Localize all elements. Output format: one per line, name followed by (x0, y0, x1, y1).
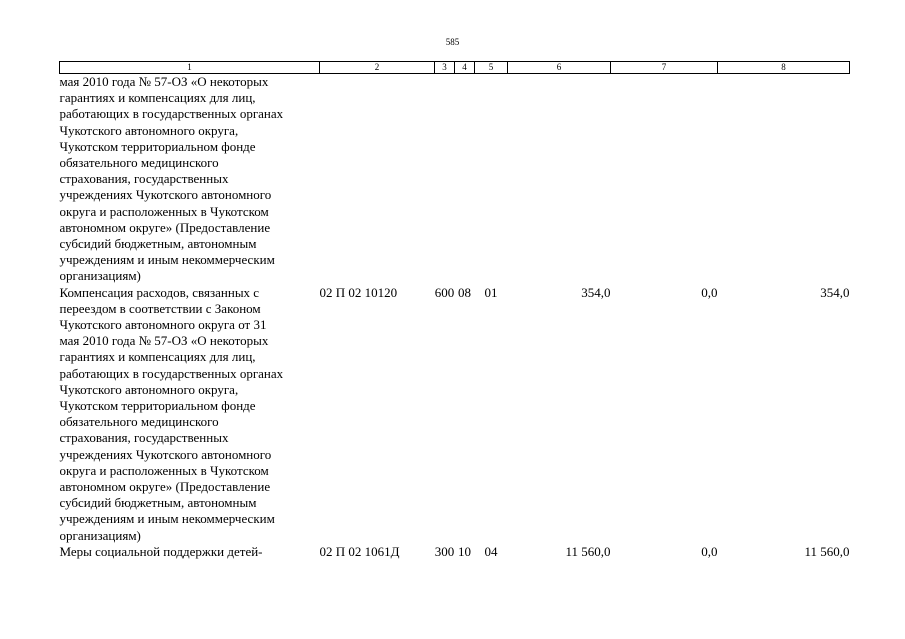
description-line: учреждениях Чукотского автономного (59, 446, 272, 462)
description-line: гарантиях и компенсациях для лиц, (59, 349, 256, 365)
table-row: Меры социальной поддержки детей- 02 П 02 … (60, 544, 850, 560)
amount-col-7: 0,0 (701, 284, 718, 300)
description-line: страхования, государственных (59, 171, 229, 187)
amount-col-6: 11 560,0 (565, 543, 611, 559)
description-line: гарантиях и компенсациях для лиц, (59, 90, 256, 106)
subsection-code (475, 74, 508, 285)
classification-code: 02 П 02 1061Д (319, 543, 400, 559)
description-line: переездом в соответствии с Законом (59, 300, 261, 316)
expense-type-code: 600 (434, 284, 455, 300)
description-line: страхования, государственных (59, 430, 229, 446)
amount-col-8: 354,0 (820, 284, 850, 300)
description-line: автономном округе» (Предоставлeние (59, 219, 271, 235)
description-line: организациям) (59, 268, 141, 284)
description-line: Чукотского автономного округа, (59, 381, 239, 397)
description-line: Чукотском территориальном фонде (59, 398, 256, 414)
column-header: 6 (507, 61, 611, 74)
column-header: 1 (59, 61, 320, 74)
column-header: 8 (717, 61, 850, 74)
description-line: учреждениях Чукотского автономного (59, 187, 272, 203)
table-row: мая 2010 года № 57-ОЗ «О некоторых гарант… (60, 74, 850, 285)
column-number-row: 1 2 3 4 5 6 7 8 (59, 61, 850, 74)
description-line: обязательного медицинского (59, 155, 219, 171)
amount-col-7: 0,0 (701, 543, 718, 559)
section-code: 10 (458, 543, 471, 559)
subsection-code: 01 (484, 284, 498, 300)
subsection-code: 04 (484, 543, 498, 559)
column-header: 7 (610, 61, 718, 74)
expense-type-code: 300 (434, 543, 455, 559)
column-header: 4 (454, 61, 475, 74)
column-header: 5 (474, 61, 508, 74)
column-header: 3 (434, 61, 455, 74)
column-header: 2 (319, 61, 435, 74)
description-line: округа и расположенных в Чукотском (59, 203, 269, 219)
section-code (455, 74, 475, 285)
description-line: Чукотского автономного округа от 31 (59, 317, 267, 333)
amount-col-6: 354,0 (581, 284, 611, 300)
amount-col-6 (508, 74, 611, 285)
row-description: мая 2010 года № 57-ОЗ «О некоторых гарант… (60, 74, 320, 285)
description-line: Меры социальной поддержки детей- (59, 543, 263, 559)
description-line: обязательного медицинского (59, 414, 219, 430)
classification-code: 02 П 02 10120 (319, 284, 398, 300)
amount-col-7 (611, 74, 718, 285)
description-line: мая 2010 года № 57-ОЗ «О некоторых (59, 333, 269, 349)
description-line: Чукотском территориальном фонде (59, 138, 256, 154)
description-line: субсидий бюджетным, автономным (59, 495, 257, 511)
description-line: округа и расположенных в Чукотском (59, 462, 269, 478)
description-line: автономном округе» (Предоставление (59, 479, 271, 495)
row-description: Меры социальной поддержки детей- (60, 544, 320, 560)
description-line: работающих в государственных органах (59, 365, 284, 381)
description-line: организациям) (59, 527, 141, 543)
description-line: Чукотского автономного округа, (59, 122, 239, 138)
expense-type-code (435, 74, 455, 285)
classification-code (320, 74, 435, 285)
amount-col-8: 11 560,0 (804, 543, 850, 559)
description-line: учреждениям и иным некоммерческим (59, 252, 275, 268)
description-line: учреждениям и иным некоммерческим (59, 511, 275, 527)
description-line: мая 2010 года № 57-ОЗ «О некоторых (59, 74, 269, 89)
row-description: Компенсация расходов, связанных с переезд… (60, 285, 320, 544)
description-line: Компенсация расходов, связанных с (59, 284, 260, 300)
description-line: работающих в государственных органах (59, 106, 284, 122)
budget-table: 1 2 3 4 5 6 7 8 мая 2010 года № 57-ОЗ «О… (59, 61, 850, 560)
amount-col-8 (718, 74, 850, 285)
section-code: 08 (458, 284, 471, 300)
description-line: субсидий бюджетным, автономным (59, 236, 257, 252)
page-number: 585 (445, 37, 460, 47)
table-row: Компенсация расходов, связанных с переезд… (60, 285, 850, 544)
